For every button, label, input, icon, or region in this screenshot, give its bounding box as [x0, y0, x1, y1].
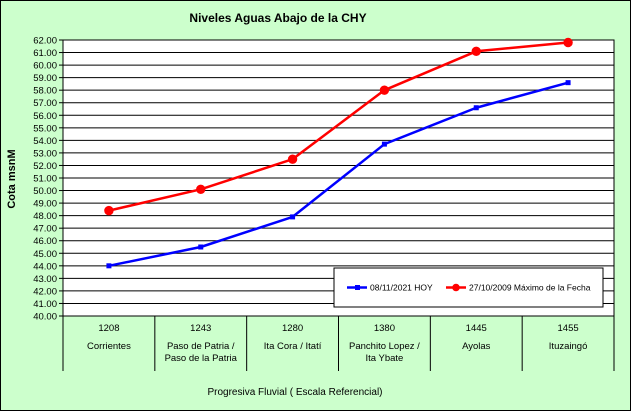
y-tick-label: 42.00 [33, 286, 57, 297]
x-category-code: 1243 [190, 323, 211, 334]
x-category-name: Ita Cora / Itatí [264, 341, 322, 352]
legend-label: 27/10/2009 Máximo de la Fecha [469, 283, 591, 293]
data-point [565, 80, 571, 86]
x-category-code: 1455 [558, 323, 579, 334]
x-category-code: 1280 [282, 323, 303, 334]
x-category-name: Ituzaingó [549, 341, 588, 352]
y-tick-label: 57.00 [33, 98, 57, 109]
x-category-code: 1208 [98, 323, 119, 334]
legend-swatch-marker [452, 283, 460, 292]
x-category-name: Ita Ybate [365, 353, 403, 364]
y-tick-label: 61.00 [33, 48, 57, 59]
legend-label: 08/11/2021 HOY [370, 283, 433, 293]
y-tick-label: 52.00 [33, 161, 57, 172]
series-line-2 [108, 41, 569, 212]
y-tick-label: 50.00 [33, 186, 57, 197]
x-category-code: 1445 [466, 323, 487, 334]
y-tick-label: 47.00 [33, 224, 57, 235]
data-point [379, 85, 390, 95]
data-point [473, 105, 479, 111]
y-tick-label: 49.00 [33, 199, 57, 210]
x-axis-category-table: 1208 Corrientes 1243 Paso de Patria /Paso d… [62, 316, 615, 371]
y-tick-label: 46.00 [33, 236, 57, 247]
legend-swatch-marker [355, 285, 360, 290]
data-series [104, 37, 573, 269]
x-category-code: 1380 [374, 323, 395, 334]
x-category-name: Paso de Patria / [167, 341, 235, 352]
x-axis-label: Progresiva Fluvial ( Escala Referencial) [207, 387, 382, 398]
data-point [471, 46, 481, 56]
data-point [106, 263, 112, 269]
y-tick-label: 54.00 [33, 136, 57, 147]
legend-box [333, 267, 604, 308]
y-tick-label: 53.00 [33, 148, 57, 159]
y-tick-label: 58.00 [33, 86, 57, 97]
data-point [563, 37, 573, 48]
y-tick-label: 41.00 [33, 299, 57, 310]
series-line-1 [108, 81, 569, 268]
chart-title: Niveles Aguas Abajo de la CHY [189, 11, 366, 25]
legend: 08/11/2021 HOY 27/10/2009 Máximo de la Fe… [333, 267, 604, 308]
y-tick-label: 62.00 [33, 36, 57, 47]
y-tick-label: 56.00 [33, 111, 57, 122]
y-axis-label: Cota msnM [6, 149, 18, 208]
data-point [287, 154, 298, 164]
x-category-name: Paso de la Patria [165, 353, 238, 364]
x-category-name: Corrientes [87, 341, 131, 352]
data-point [198, 244, 204, 250]
gridlines [63, 52, 614, 304]
data-point [290, 214, 296, 220]
y-tick-label: 60.00 [33, 61, 57, 72]
y-tick-label: 55.00 [33, 123, 57, 134]
y-tick-label: 59.00 [33, 73, 57, 84]
data-point [381, 141, 387, 147]
x-category-name: Ayolas [462, 341, 491, 352]
y-tick-label: 48.00 [33, 211, 57, 222]
x-category-name: Panchito Lopez / [349, 341, 420, 352]
y-tick-label: 44.00 [33, 261, 57, 272]
data-point [196, 184, 206, 194]
y-tick-label: 43.00 [33, 274, 57, 285]
data-point [104, 205, 114, 216]
y-tick-label: 45.00 [33, 249, 57, 260]
y-tick-label: 40.00 [33, 312, 57, 323]
y-tick-label: 51.00 [33, 174, 57, 185]
